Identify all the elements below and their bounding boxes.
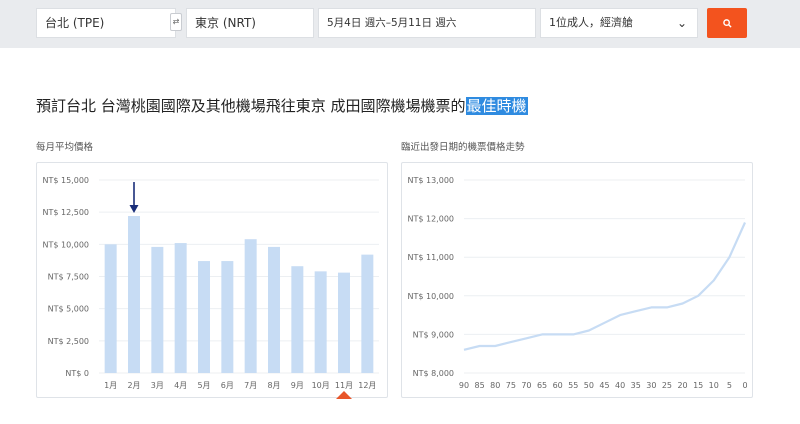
trend-x-tick-label: 65 — [537, 381, 547, 390]
price-bar — [151, 246, 164, 373]
price-trend-line — [463, 222, 747, 351]
trend-x-tick-label: 5 — [727, 381, 732, 390]
price-bar — [198, 261, 210, 373]
trend-x-tick-label: 25 — [662, 381, 672, 390]
passenger-select[interactable]: 1位成人，經濟艙 ⌄ — [540, 8, 698, 38]
price-bar — [174, 243, 187, 373]
bar-y-tick-label: NT$ 5,000 — [48, 305, 89, 314]
search-icon — [723, 19, 732, 28]
trend-x-tick-label: 85 — [475, 381, 485, 390]
bar-y-tick-label: NT$ 7,500 — [48, 273, 89, 282]
bar-x-tick-label: 8月 — [267, 381, 280, 390]
price-bar — [338, 272, 350, 373]
page-title-text: 預訂台北 台灣桃園國際及其他機場飛往東京 成田國際機場機票的 — [36, 97, 466, 115]
trend-y-tick-label: NT$ 9,000 — [413, 330, 454, 339]
bar-x-tick-label: 7月 — [244, 381, 257, 390]
monthly-price-chart: NT$ 0 NT$ 2,500 NT$ 5,000 NT$ 7,500 NT$ 10,0… — [36, 162, 388, 399]
bar-y-tick-label: NT$ 12,500 — [43, 208, 90, 217]
price-bar — [268, 246, 280, 373]
bar-x-tick-label: 6月 — [221, 381, 234, 390]
trend-x-tick-label: 50 — [584, 381, 594, 390]
price-trend-chart-svg: NT$ 8,000 NT$ 9,000 NT$ 10,000 NT$ 11,000 NT… — [408, 176, 748, 390]
bar-x-tick-label: 4月 — [174, 381, 187, 390]
trend-x-tick-label: 35 — [631, 381, 641, 390]
monthly-chart-label: 每月平均價格 — [36, 142, 94, 153]
trend-x-tick-label: 15 — [693, 381, 703, 390]
price-bar — [104, 244, 117, 373]
trend-y-tick-label: NT$ 8,000 — [413, 369, 454, 378]
bar-y-tick-label: NT$ 15,000 — [43, 176, 90, 185]
trend-x-tick-label: 10 — [709, 381, 719, 390]
price-bar — [128, 216, 140, 373]
bar-y-tick-label: NT$ 0 — [65, 369, 89, 378]
page-title-highlight: 最佳時機 — [465, 97, 528, 115]
trend-x-tick-label: 0 — [742, 381, 747, 390]
trend-x-tick-label: 30 — [646, 381, 656, 390]
bar-x-tick-label: 5月 — [197, 381, 210, 390]
trend-x-tick-label: 45 — [599, 381, 609, 390]
page-title: 預訂台北 台灣桃園國際及其他機場飛往東京 成田國際機場機票的最佳時機 — [36, 95, 528, 116]
origin-field[interactable]: 台北 (TPE) — [36, 8, 176, 38]
down-arrow-head-icon — [129, 205, 139, 214]
bar-y-tick-label: NT$ 10,000 — [43, 240, 90, 249]
bar-x-tick-label: 2月 — [127, 381, 140, 390]
date-field[interactable]: 5月4日 週六–5月11日 週六 — [318, 8, 536, 38]
trend-x-tick-label: 90 — [459, 381, 469, 390]
swap-icon[interactable]: ⇄ — [170, 13, 182, 31]
date-value: 5月4日 週六–5月11日 週六 — [327, 17, 457, 29]
trend-y-tick-label: NT$ 12,000 — [408, 215, 455, 224]
trend-x-tick-label: 70 — [521, 381, 531, 390]
chevron-down-icon: ⌄ — [676, 16, 687, 30]
price-bar — [361, 254, 374, 373]
trend-x-tick-label: 20 — [677, 381, 687, 390]
passenger-value: 1位成人，經濟艙 — [549, 16, 633, 29]
price-bar — [291, 266, 304, 373]
trend-y-tick-label: NT$ 11,000 — [408, 253, 455, 262]
origin-value: 台北 (TPE) — [45, 16, 105, 30]
trend-x-tick-label: 60 — [553, 381, 563, 390]
bar-x-tick-label: 12月 — [358, 381, 376, 390]
bar-x-tick-label: 3月 — [151, 381, 164, 390]
price-bar — [221, 261, 234, 373]
price-trend-chart: NT$ 8,000 NT$ 9,000 NT$ 10,000 NT$ 11,000 NT… — [401, 162, 753, 398]
trend-x-tick-label: 80 — [490, 381, 500, 390]
bar-y-tick-label: NT$ 2,500 — [48, 337, 89, 346]
price-bar — [314, 271, 327, 373]
destination-value: 東京 (NRT) — [195, 16, 256, 30]
search-button[interactable] — [707, 8, 747, 38]
bar-x-tick-label: 1月 — [104, 381, 117, 390]
trend-y-tick-label: NT$ 13,000 — [408, 176, 455, 185]
destination-field[interactable]: 東京 (NRT) — [186, 8, 314, 38]
trend-x-tick-label: 75 — [506, 381, 516, 390]
trend-x-tick-label: 55 — [568, 381, 578, 390]
trend-y-tick-label: NT$ 10,000 — [408, 292, 455, 301]
monthly-price-chart-svg: NT$ 0 NT$ 2,500 NT$ 5,000 NT$ 7,500 NT$ 10,0… — [43, 176, 379, 399]
bar-x-tick-label: 11月 — [335, 381, 353, 390]
trend-x-tick-label: 40 — [615, 381, 625, 390]
search-bar: 台北 (TPE) ⇄ 東京 (NRT) 5月4日 週六–5月11日 週六 1位成… — [0, 0, 800, 48]
bar-x-tick-label: 9月 — [291, 381, 304, 390]
price-bar — [244, 239, 257, 373]
bar-x-tick-label: 10月 — [312, 381, 330, 390]
lowest-month-marker-icon — [336, 391, 352, 399]
trend-chart-label: 臨近出發日期的機票價格走勢 — [401, 142, 525, 153]
